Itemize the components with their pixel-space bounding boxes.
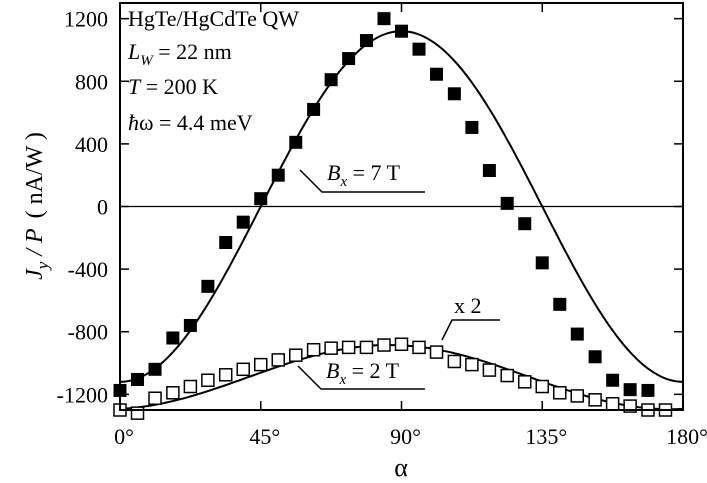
label-2T-leader: [297, 365, 425, 390]
point-filled: [236, 215, 250, 229]
point-open: [588, 393, 602, 407]
label-7T: Bx = 7 T: [327, 160, 401, 190]
y-tick-label: -800: [68, 320, 108, 345]
point-open: [341, 340, 356, 355]
point-open: [324, 341, 338, 355]
y-tick-label: 1200: [64, 7, 108, 32]
annotation-title: HgTe/HgCdTe QW: [128, 6, 299, 31]
label-x2: x 2: [454, 293, 482, 318]
point-filled: [395, 24, 408, 38]
point-filled: [148, 362, 162, 376]
point-filled: [289, 135, 303, 149]
point-filled: [447, 87, 461, 101]
data-points: [113, 12, 673, 420]
point-open: [201, 373, 215, 388]
point-filled: [131, 372, 145, 386]
y-axis-label: Jy / P( nA/W ): [22, 132, 52, 280]
point-open: [553, 386, 567, 400]
point-filled: [482, 163, 496, 177]
point-filled: [430, 67, 444, 81]
point-open: [377, 338, 391, 352]
point-filled: [412, 42, 426, 56]
y-tick-label: 400: [75, 132, 108, 157]
point-open: [517, 375, 532, 389]
x-tick-label: 135°: [525, 424, 567, 449]
point-open: [429, 345, 444, 359]
point-filled: [641, 383, 655, 397]
point-filled: [570, 327, 584, 341]
point-filled: [359, 34, 373, 48]
point-open: [271, 353, 286, 367]
y-tick-label: -1200: [57, 382, 108, 407]
axis-ticks: -1200 -800 -400 0 400 800 1200 0° 45° 90° 135° 180°: [57, 3, 707, 449]
point-filled: [623, 383, 637, 397]
x-tick-label: 90°: [390, 424, 421, 449]
point-filled: [271, 168, 285, 182]
point-open: [465, 357, 479, 372]
point-filled: [377, 12, 391, 26]
y-tick-label: 0: [97, 195, 108, 220]
label-2T: Bx = 2 T: [326, 358, 400, 388]
point-open: [130, 406, 145, 420]
point-filled: [166, 331, 180, 345]
point-filled: [201, 279, 215, 293]
point-open: [482, 363, 497, 377]
point-open: [148, 391, 162, 406]
point-filled: [553, 297, 567, 311]
point-open: [306, 342, 321, 357]
annotation-temperature: T = 200 K: [128, 74, 218, 99]
point-open: [254, 357, 268, 372]
y-tick-label: -400: [68, 257, 108, 282]
y-tick-label: 800: [75, 69, 108, 94]
point-filled: [606, 373, 620, 387]
point-open: [289, 348, 303, 362]
x-tick-label: 45°: [249, 424, 280, 449]
point-open: [447, 354, 462, 369]
annotation-photon-energy: ħω = 4.4 meV: [128, 110, 253, 135]
label-x2-leader: [441, 319, 500, 341]
point-open: [412, 340, 426, 355]
annotation-well-width: LW = 22 nm: [127, 39, 232, 69]
point-open: [166, 386, 180, 400]
point-filled: [219, 236, 233, 250]
x-tick-label: 180°: [666, 424, 707, 449]
point-open: [183, 379, 198, 394]
point-open: [394, 337, 409, 352]
point-open: [535, 379, 549, 394]
point-open: [359, 340, 374, 355]
x-tick-label: 0°: [114, 424, 134, 449]
point-open: [605, 396, 620, 411]
point-open: [218, 368, 233, 382]
point-filled: [500, 196, 514, 210]
point-open: [236, 362, 250, 377]
point-filled: [307, 102, 321, 116]
point-filled: [588, 350, 602, 364]
point-filled: [465, 120, 479, 134]
point-filled: [254, 192, 268, 206]
point-open: [500, 368, 514, 383]
x-axis-label: α: [394, 453, 408, 482]
point-filled: [342, 52, 356, 66]
point-filled: [535, 256, 549, 270]
point-open: [570, 389, 585, 403]
label-7T-leader: [299, 169, 425, 193]
point-filled: [324, 73, 338, 87]
point-filled: [518, 217, 532, 231]
point-filled: [183, 318, 197, 332]
